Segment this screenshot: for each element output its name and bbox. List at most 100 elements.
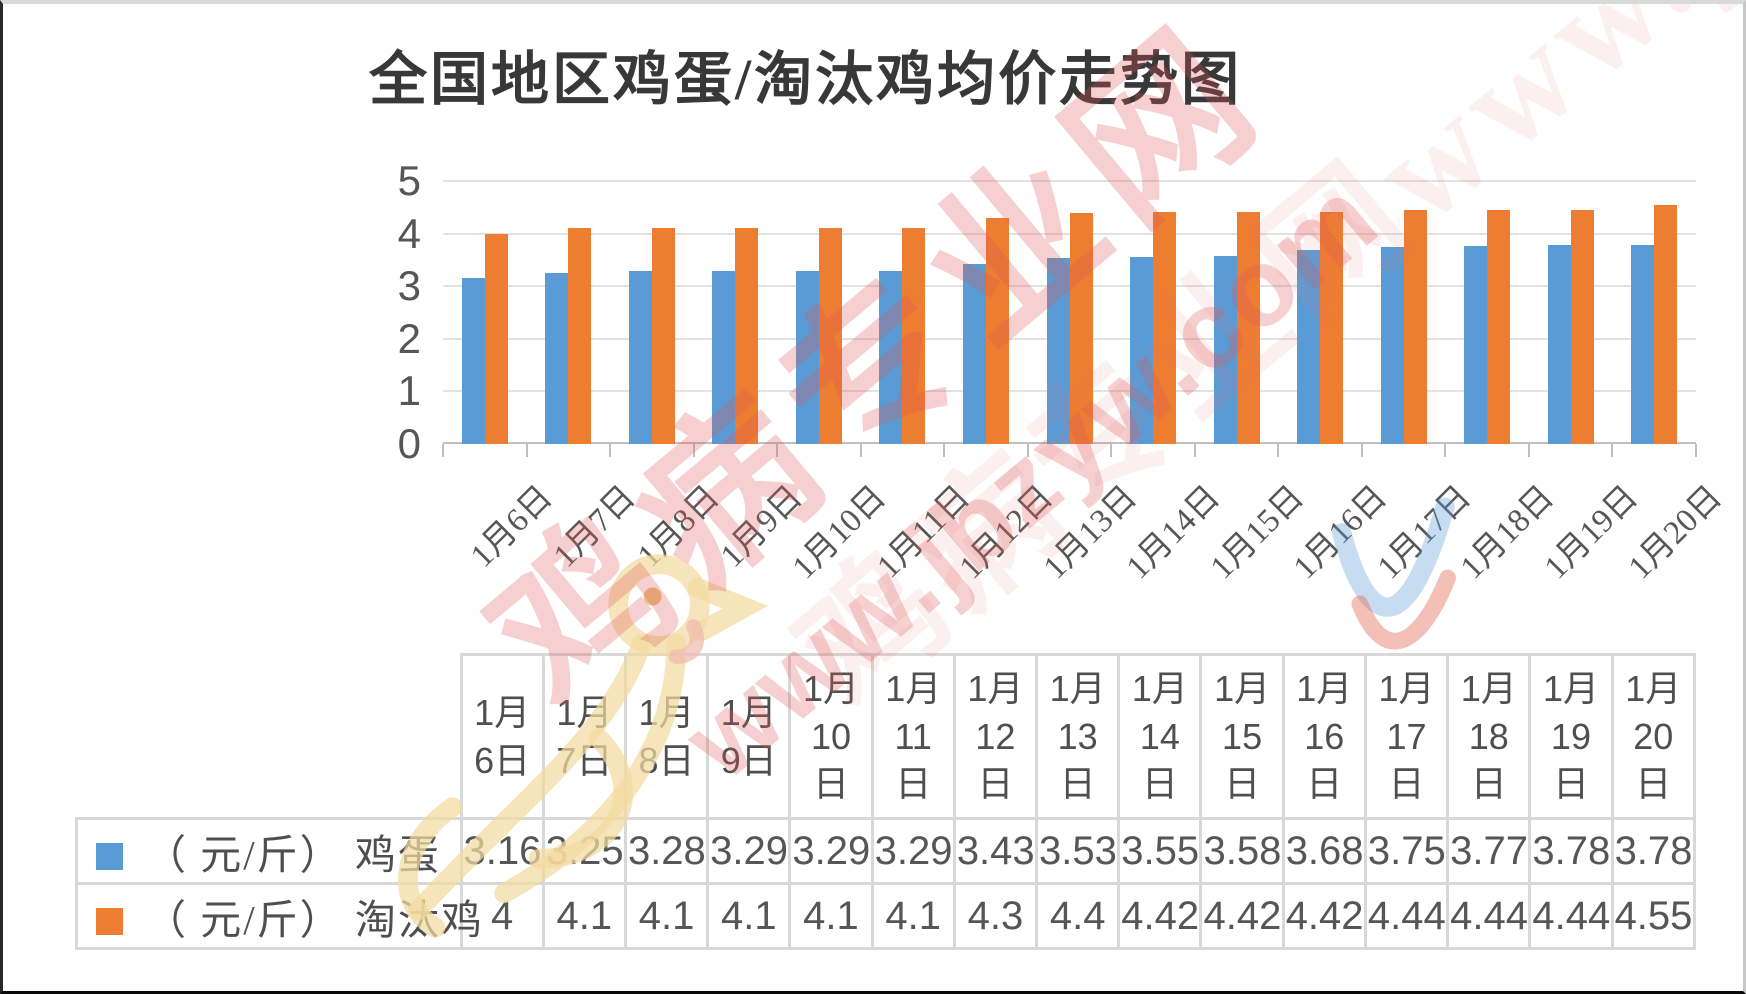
bar-culled-chicken (568, 228, 592, 444)
tick-mark (1695, 444, 1697, 457)
value-cell: 3.78 (1610, 817, 1697, 885)
value-cell: 3.78 (1528, 817, 1614, 885)
value-cell: 4.55 (1610, 882, 1697, 950)
bar-egg (1547, 245, 1571, 444)
plot-area (442, 180, 1697, 457)
x-axis-label: 1月6日 (463, 479, 560, 575)
series-name: （ 元/斤） 淘汰鸡 (145, 897, 484, 943)
value-cell: 4.1 (706, 882, 792, 950)
x-axis-label: 1月14日 (1120, 479, 1228, 587)
x-axis-label: 1月15日 (1203, 479, 1311, 587)
value-cell: 3.29 (870, 817, 956, 885)
tick-mark (1444, 444, 1447, 457)
x-axis-label: 1月20日 (1621, 479, 1729, 587)
bar-culled-chicken (735, 228, 759, 444)
y-axis-label: 5 (397, 157, 421, 204)
value-cell: 4.44 (1446, 882, 1532, 950)
table-header-cell-date: 1月 13 日 (1035, 653, 1121, 820)
value-cell: 3.25 (541, 817, 627, 885)
y-axis-label: 3 (397, 262, 421, 310)
x-axis-label: 1月12日 (953, 479, 1061, 587)
table-header-cell-date: 1月 20 日 (1610, 653, 1697, 820)
x-axis-label: 1月8日 (630, 479, 727, 575)
series-name: （ 元/斤） 鸡蛋 (145, 832, 441, 878)
table-header-cell-date: 1月 14 日 (1117, 653, 1203, 820)
table-header-cell-date: 1月 9日 (706, 653, 792, 820)
value-cell: 3.29 (706, 817, 792, 885)
bar-culled-chicken (1654, 204, 1678, 444)
value-cell: 3.58 (1199, 817, 1285, 885)
x-axis-label: 1月10日 (786, 479, 894, 587)
tick-mark (1611, 444, 1614, 457)
tick-mark (776, 444, 779, 457)
value-cell: 3.75 (1363, 817, 1450, 885)
value-cell: 4.1 (623, 882, 710, 950)
legend-row-label: （ 元/斤） 鸡蛋 (75, 817, 463, 885)
table-header-cell-date: 1月 18 日 (1446, 653, 1532, 820)
table-header-row: 1月 6日 1月 7日 1月 8日 1月 9日 1月 10 日 1月 11 日 1月 12 日 1月 13 日 1月 14… (77, 653, 1697, 820)
table-header-cell-date: 1月 12 日 (952, 653, 1039, 820)
bar-culled-chicken (1320, 211, 1344, 444)
bar-culled-chicken (1236, 211, 1260, 444)
bar-culled-chicken (1069, 212, 1093, 444)
table-header-cell-date: 1月 8日 (623, 653, 710, 820)
x-axis-label: 1月13日 (1036, 479, 1144, 587)
x-axis-label: 1月18日 (1454, 479, 1562, 587)
tick-mark (1360, 444, 1363, 457)
value-cell: 4.44 (1528, 882, 1614, 950)
table-header-cell-date: 1月 6日 (459, 653, 545, 820)
x-axis-label: 1月19日 (1537, 479, 1645, 587)
bar-egg (1046, 258, 1070, 444)
tick-mark (1527, 444, 1530, 457)
bar-culled-chicken (484, 233, 508, 444)
value-cell: 4.44 (1363, 882, 1450, 950)
table-header-cell-date: 1月 17 日 (1363, 653, 1450, 820)
bar-egg (1464, 245, 1488, 444)
bar-egg (1297, 250, 1321, 444)
x-axis-label: 1月7日 (547, 479, 643, 575)
value-cell: 4.1 (541, 882, 627, 950)
value-cell: 3.43 (952, 817, 1039, 885)
value-cell: 4.1 (870, 882, 956, 950)
table-header-cell-date: 1月 19 日 (1528, 653, 1614, 820)
value-cell: 3.53 (1035, 817, 1121, 885)
bar-culled-chicken (985, 217, 1009, 444)
bar-egg (1631, 245, 1655, 444)
value-cell: 3.28 (623, 817, 710, 885)
bar-culled-chicken (651, 228, 675, 444)
egg-price-row: （ 元/斤） 鸡蛋 3.16 3.25 3.28 3.29 3.29 3.29 3.43 3.5… (75, 817, 1697, 885)
tick-mark (609, 444, 612, 457)
bar-culled-chicken (1153, 211, 1177, 444)
y-axis-label: 0 (397, 420, 421, 467)
page-title: 全国地区鸡蛋/淘汰鸡均价走势图 (369, 47, 1243, 112)
value-cell: 3.77 (1446, 817, 1532, 885)
table-header-cell-date: 1月 15 日 (1199, 653, 1285, 820)
tick-mark (1110, 444, 1113, 457)
value-cell: 3.68 (1281, 817, 1367, 885)
bar-culled-chicken (1403, 210, 1427, 444)
tick-mark (859, 444, 862, 457)
bar-egg (628, 271, 652, 444)
value-cell: 4.42 (1199, 882, 1285, 950)
x-axis-label: 1月16日 (1287, 479, 1395, 587)
bar-egg (712, 270, 736, 444)
bar-culled-chicken (1487, 210, 1511, 444)
bar-culled-chicken (1570, 210, 1594, 444)
table-header-cell-date: 1月 16 日 (1281, 653, 1367, 820)
bar-egg (1380, 246, 1404, 444)
value-cell: 4.3 (952, 882, 1039, 950)
bar-culled-chicken (902, 228, 926, 444)
legend-swatch-culled-chicken (96, 908, 123, 936)
bar-egg (879, 270, 903, 444)
bar-egg (962, 263, 986, 444)
value-cell: 3.16 (459, 817, 545, 885)
tick-mark (1193, 444, 1196, 457)
tick-mark (943, 444, 946, 457)
table-header-cell-date: 1月 10 日 (788, 653, 874, 820)
value-cell: 4.4 (1035, 882, 1121, 950)
tick-mark (525, 444, 528, 457)
table-corner-blank (77, 655, 462, 819)
y-axis-label: 1 (397, 367, 421, 415)
value-cell: 3.29 (788, 817, 874, 885)
